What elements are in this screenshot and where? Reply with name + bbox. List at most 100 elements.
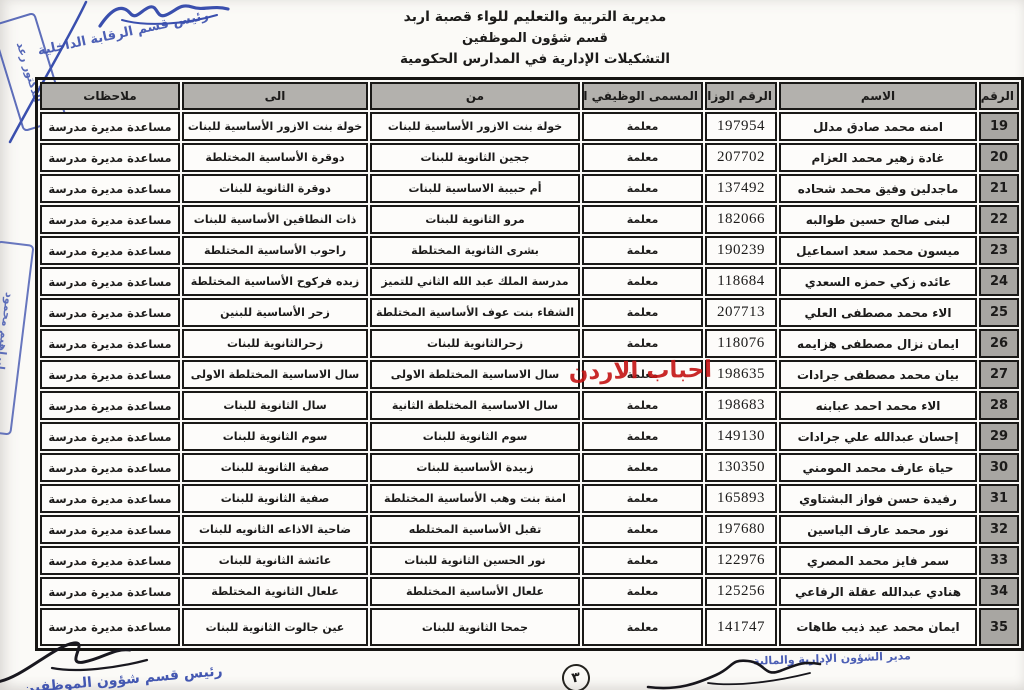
table-body: 19 امنه محمد صادق مدلل 197954 معلمة خولة بنت… (40, 112, 1019, 646)
document-header: مديرية التربية والتعليم للواء قصبة اربد … (345, 7, 725, 70)
table-row: 28 الاء محمد احمد عبابنه 198683 معلمة سال ال… (40, 391, 1019, 420)
cell-name: حياة عارف محمد المومني (779, 453, 977, 482)
cell-from: زبيدة الأساسية للبنات (370, 453, 580, 482)
cell-to: ضاحية الاذاعه الثانويه للبنات (182, 515, 368, 544)
cell-name: نور محمد عارف الياسين (779, 515, 977, 544)
cell-num: 33 (979, 546, 1019, 575)
cell-ministry-no: 130350 (705, 453, 777, 482)
cell-to: سال الثانوية للبنات (182, 391, 368, 420)
table-row: 32 نور محمد عارف الياسين 197680 معلمة تقبل ا… (40, 515, 1019, 544)
cell-notes: مساعدة مديرة مدرسة (40, 174, 180, 203)
table-row: 25 الاء محمد مصطفى العلي 207713 معلمة الشفاء… (40, 298, 1019, 327)
cell-ministry-no: 198635 (705, 360, 777, 389)
cell-ministry-no: 190239 (705, 236, 777, 265)
header-from: من (370, 82, 580, 110)
cell-to: علعال الثانوية المختلطة (182, 577, 368, 606)
cell-job-title: معلمة (582, 515, 703, 544)
cell-notes: مساعدة مديرة مدرسة (40, 515, 180, 544)
cell-ministry-no: 197954 (705, 112, 777, 141)
header-ministry-number: الرقم الوزاري (705, 82, 777, 110)
cell-notes: مساعدة مديرة مدرسة (40, 360, 180, 389)
table-row: 22 لبنى صالح حسين طوالبه 182066 معلمة مرو ال… (40, 205, 1019, 234)
cell-to: صفية الثانوية للبنات (182, 484, 368, 513)
table-row: 19 امنه محمد صادق مدلل 197954 معلمة خولة بنت… (40, 112, 1019, 141)
cell-ministry-no: 118684 (705, 267, 777, 296)
cell-num: 25 (979, 298, 1019, 327)
header-name: الاسم (779, 82, 977, 110)
cell-num: 24 (979, 267, 1019, 296)
cell-notes: مساعدة مديرة مدرسة (40, 205, 180, 234)
directorate-title: مديرية التربية والتعليم للواء قصبة اربد (403, 9, 667, 25)
table-row: 27 بيان محمد مصطفى جرادات 198635 معلمة سال ا… (40, 360, 1019, 389)
cell-name: الاء محمد مصطفى العلي (779, 298, 977, 327)
table-row: 31 رفيدة حسن فواز البشتاوي 165893 معلمة امنة… (40, 484, 1019, 513)
cell-name: لبنى صالح حسين طوالبه (779, 205, 977, 234)
cell-notes: مساعدة مديرة مدرسة (40, 484, 180, 513)
cell-from: الشفاء بنت عوف الأساسية المختلطة (370, 298, 580, 327)
cell-notes: مساعدة مديرة مدرسة (40, 112, 180, 141)
page-number: ٣ (559, 661, 593, 690)
cell-num: 28 (979, 391, 1019, 420)
table-row: 26 ايمان نزال مصطفى هزايمه 118076 معلمة زحرا… (40, 329, 1019, 358)
cell-to: ذات النطاقين الأساسية للبنات (182, 205, 368, 234)
cell-from: سال الاساسية المختلطة الثانية (370, 391, 580, 420)
cell-num: 22 (979, 205, 1019, 234)
cell-ministry-no: 198683 (705, 391, 777, 420)
cell-num: 34 (979, 577, 1019, 606)
cell-num: 26 (979, 329, 1019, 358)
cell-ministry-no: 207713 (705, 298, 777, 327)
header-notes: ملاحظات (40, 82, 180, 110)
cell-name: رفيدة حسن فواز البشتاوي (779, 484, 977, 513)
cell-job-title: معلمة (582, 608, 703, 646)
cell-ministry-no: 118076 (705, 329, 777, 358)
cell-notes: مساعدة مديرة مدرسة (40, 236, 180, 265)
cell-job-title: معلمة (582, 391, 703, 420)
cell-name: ميسون محمد سعد اسماعيل (779, 236, 977, 265)
table-header-row: الرقم الاسم الرقم الوزاري المسمى الوظيفي… (40, 82, 1019, 110)
cell-num: 23 (979, 236, 1019, 265)
cell-job-title: معلمة (582, 143, 703, 172)
cell-from: زحرالثانوية للبنات (370, 329, 580, 358)
bottom-right-signature-icon (646, 659, 822, 690)
cell-name: سمر فايز محمد المصري (779, 546, 977, 575)
cell-name: الاء محمد احمد عبابنه (779, 391, 977, 420)
cell-notes: مساعدة مديرة مدرسة (40, 453, 180, 482)
cell-job-title: معلمة (582, 453, 703, 482)
cell-ministry-no: 125256 (705, 577, 777, 606)
bottom-left-signature-icon (0, 641, 149, 683)
table-row: 29 إحسان عبدالله علي جرادات 149130 معلمة سوم… (40, 422, 1019, 451)
cell-ministry-no: 197680 (705, 515, 777, 544)
cell-notes: مساعدة مديرة مدرسة (40, 546, 180, 575)
cell-notes: مساعدة مديرة مدرسة (40, 143, 180, 172)
cell-ministry-no: 149130 (705, 422, 777, 451)
cell-name: عائده زكي حمزه السعدي (779, 267, 977, 296)
cell-name: إحسان عبدالله علي جرادات (779, 422, 977, 451)
cell-name: ايمان محمد عيد ذيب طاهات (779, 608, 977, 646)
cell-notes: مساعدة مديرة مدرسة (40, 267, 180, 296)
cell-to: صفية الثانوية للبنات (182, 453, 368, 482)
cell-ministry-no: 207702 (705, 143, 777, 172)
cell-job-title: معلمة (582, 112, 703, 141)
cell-from: نور الحسين الثانوية للبنات (370, 546, 580, 575)
cell-name: امنه محمد صادق مدلل (779, 112, 977, 141)
cell-to: دوقرة الثانوية للبنات (182, 174, 368, 203)
cell-from: أم حبيبة الاساسية للبنات (370, 174, 580, 203)
table-row: 21 ماجدلين وفيق محمد شحاده 137492 معلمة أم ح… (40, 174, 1019, 203)
top-left-signature-icon (98, 4, 230, 28)
cell-job-title: معلمة (582, 329, 703, 358)
cell-job-title: معلمة (582, 174, 703, 203)
cell-num: 35 (979, 608, 1019, 646)
cell-to: خولة بنت الازور الأساسية للبنات (182, 112, 368, 141)
cell-from: سال الاساسية المختلطة الاولى (370, 360, 580, 389)
cell-to: سوم الثانوية للبنات (182, 422, 368, 451)
cell-job-title: معلمة (582, 267, 703, 296)
table-row: 20 غادة زهير محمد العزام 207702 معلمة ججين ا… (40, 143, 1019, 172)
cell-from: بشرى الثانوية المختلطة (370, 236, 580, 265)
cell-num: 29 (979, 422, 1019, 451)
cell-num: 20 (979, 143, 1019, 172)
cell-ministry-no: 122976 (705, 546, 777, 575)
table-row: 30 حياة عارف محمد المومني 130350 معلمة زبيدة… (40, 453, 1019, 482)
cell-name: ماجدلين وفيق محمد شحاده (779, 174, 977, 203)
cell-from: امنة بنت وهب الأساسية المختلطة (370, 484, 580, 513)
